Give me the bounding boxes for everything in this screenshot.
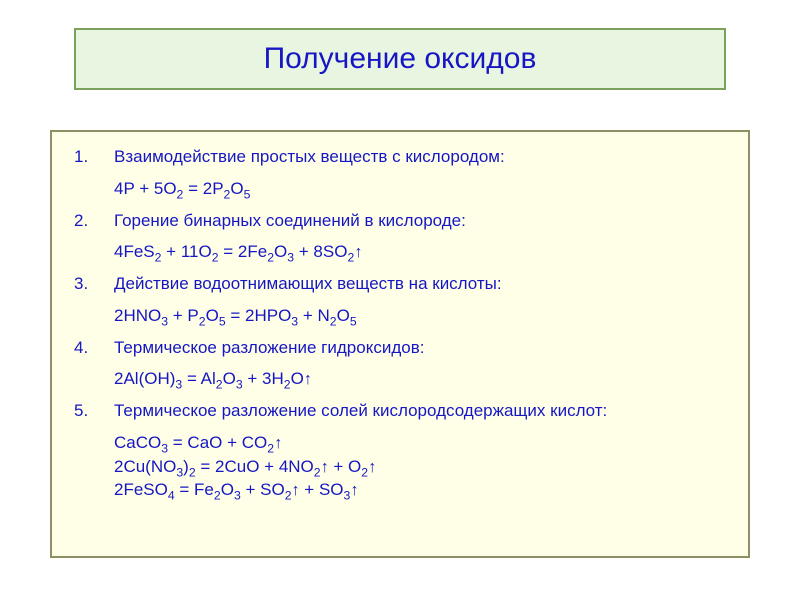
method-title: Взаимодействие простых веществ с кислоро…: [114, 146, 726, 168]
equation: 2Al(OH)3 = Al2O3 + 3H2O↑: [114, 368, 726, 390]
method-item: Взаимодействие простых веществ с кислоро…: [74, 146, 726, 200]
equation: 4P + 5O2 = 2P2O5: [114, 178, 726, 200]
content-box: Взаимодействие простых веществ с кислоро…: [50, 130, 750, 558]
method-item: Горение бинарных соединений в кислороде:…: [74, 210, 726, 264]
equation: 2HNO3 + P2O5 = 2HPO3 + N2O5: [114, 305, 726, 327]
method-title: Термическое разложение гидроксидов:: [114, 337, 726, 359]
method-item: Термическое разложение гидроксидов: 2Al(O…: [74, 337, 726, 391]
equation: CaCO3 = CaO + CO2↑: [114, 432, 726, 454]
page-title: Получение оксидов: [264, 42, 537, 76]
equation: 2FeSO4 = Fe2O3 + SO2↑ + SO3↑: [114, 479, 726, 501]
equation: 2Cu(NO3)2 = 2CuO + 4NO2↑ + O2↑: [114, 456, 726, 478]
method-title: Термическое разложение солей кислородсод…: [114, 400, 726, 422]
methods-list: Взаимодействие простых веществ с кислоро…: [74, 146, 726, 501]
title-box: Получение оксидов: [74, 28, 726, 90]
equation: 4FeS2 + 11O2 = 2Fe2O3 + 8SO2↑: [114, 241, 726, 263]
method-item: Действие водоотнимающих веществ на кисло…: [74, 273, 726, 327]
method-title: Горение бинарных соединений в кислороде:: [114, 210, 726, 232]
method-title: Действие водоотнимающих веществ на кисло…: [114, 273, 726, 295]
method-item: Термическое разложение солей кислородсод…: [74, 400, 726, 501]
